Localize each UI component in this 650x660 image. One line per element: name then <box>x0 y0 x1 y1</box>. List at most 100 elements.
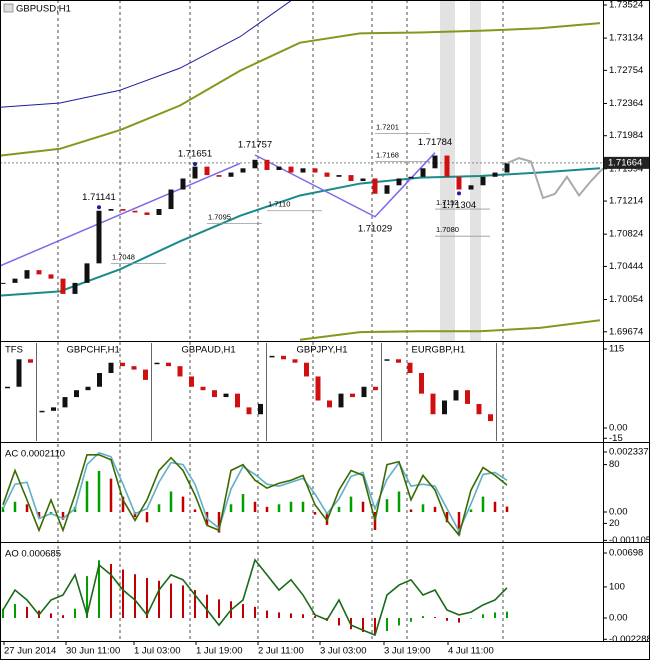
mini-candle <box>338 393 344 408</box>
histogram-bar <box>254 606 256 619</box>
histogram-bar <box>469 509 473 513</box>
mini-candle <box>281 355 286 360</box>
histogram-bar <box>481 496 485 513</box>
axis-tick-label: 1.70054 <box>609 294 643 305</box>
candle <box>276 166 282 170</box>
candle <box>384 185 390 194</box>
axis-tick-label: -0.002288 <box>609 634 650 645</box>
level-label: 1.7095 <box>208 212 231 221</box>
mini-candle <box>453 390 459 401</box>
candle <box>24 270 30 279</box>
histogram-bar <box>457 512 461 536</box>
axis-tick-label: 20 <box>609 518 620 529</box>
time-label: 1 Jul 03:00 <box>134 646 180 657</box>
candle <box>204 166 210 176</box>
histogram-bar <box>506 611 508 619</box>
mini-candle <box>74 390 79 398</box>
zigzag-label: 1.71757 <box>238 139 272 150</box>
histogram-bar <box>25 504 29 513</box>
histogram-bar <box>374 618 376 635</box>
histogram-bar <box>194 590 196 619</box>
histogram-bar <box>493 501 497 513</box>
axis-tick-label: 1.69674 <box>609 326 643 337</box>
mini-candle <box>419 373 424 394</box>
axis-tick-label: -15 <box>609 433 623 444</box>
histogram-bar <box>110 563 112 619</box>
time-label: 1 Jul 19:00 <box>196 646 242 657</box>
candle <box>36 270 42 275</box>
candle <box>132 210 138 213</box>
candle <box>336 175 342 177</box>
subchart-label: TFS <box>5 345 23 356</box>
panel: TFS GBPCHF,H1 GBPAUD,H1 GBPJPY,H1 EURGBP,H1 <box>5 343 497 441</box>
axis-tick-label: 0.00 <box>609 507 628 518</box>
axis-tick-label: 1.72364 <box>609 98 643 109</box>
time-label: 2 Jul 11:00 <box>258 646 304 657</box>
mini-candle <box>407 362 413 374</box>
mini-candle <box>154 362 160 365</box>
axis-tick-label: 1.70444 <box>609 261 643 272</box>
histogram-bar <box>458 618 460 623</box>
panel <box>2 558 508 637</box>
histogram-bar <box>482 614 484 619</box>
mini-candle <box>465 390 470 404</box>
time-label: 30 Jun 11:00 <box>66 646 120 657</box>
candle <box>72 282 78 294</box>
histogram-bar <box>37 512 41 518</box>
histogram-bar <box>241 494 245 513</box>
mini-candle <box>51 407 56 411</box>
zigzag-label: 1.71784 <box>418 137 452 148</box>
projection-line <box>506 157 603 200</box>
candle <box>264 159 270 170</box>
candle <box>372 178 378 194</box>
histogram-bar <box>290 613 292 619</box>
histogram-bar <box>86 576 88 619</box>
histogram-bar <box>434 617 436 619</box>
histogram-bar <box>170 583 172 619</box>
candle <box>408 176 414 179</box>
mini-candle <box>131 366 137 370</box>
level-label: 1.7201 <box>376 122 399 131</box>
oscillator-line <box>2 454 508 537</box>
mini-candle <box>108 362 114 374</box>
oscillator-line <box>2 451 508 534</box>
histogram-bar <box>217 512 221 533</box>
mini-candle <box>361 386 367 398</box>
mini-candle <box>327 400 332 408</box>
time-label: 4 Jul 11:00 <box>448 646 494 657</box>
mini-candle <box>28 359 33 363</box>
mini-candle <box>315 376 321 401</box>
histogram-bar <box>62 615 64 619</box>
mini-candle <box>373 386 378 391</box>
histogram-bar <box>229 504 233 513</box>
candle <box>180 178 186 190</box>
histogram-bar <box>253 501 257 513</box>
candle <box>0 282 6 284</box>
histogram-bar <box>1 506 5 513</box>
mini-candle <box>258 403 263 415</box>
fractal-label: 1.71141 <box>82 192 116 203</box>
histogram-bar <box>362 618 364 632</box>
histogram-bar <box>61 512 65 520</box>
fractal-label: 1.71651 <box>178 148 212 159</box>
indicator-line <box>0 167 601 297</box>
histogram-bar <box>409 509 413 513</box>
zigzag-label: 1.71029 <box>358 223 392 234</box>
level-label: 1.7112 <box>436 198 458 207</box>
candle <box>84 263 90 283</box>
histogram-bar <box>289 501 293 513</box>
axis-tick-label: 1.70824 <box>609 229 643 240</box>
candle <box>228 172 234 177</box>
candle <box>324 172 330 177</box>
level-label: 1.7110 <box>268 200 290 209</box>
histogram-bar <box>266 610 268 619</box>
histogram-bar <box>397 491 401 513</box>
current-price-box <box>604 156 649 169</box>
histogram-bar <box>169 491 173 513</box>
axis-tick-label: 0.002337 <box>609 447 649 458</box>
histogram-bar <box>218 599 220 619</box>
histogram-bar <box>50 613 52 619</box>
candle <box>468 185 474 190</box>
